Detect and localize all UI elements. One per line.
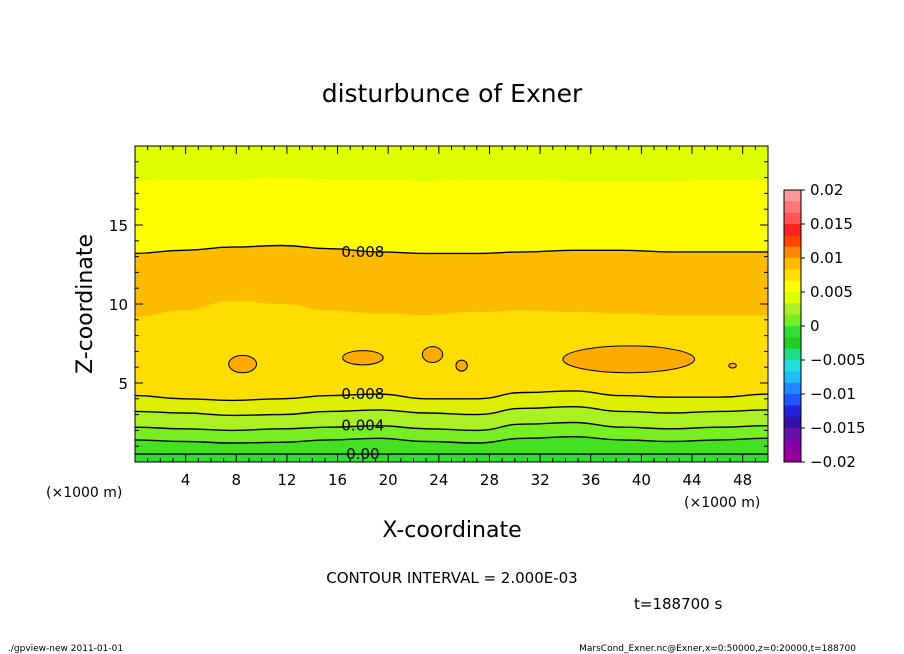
contour-blobs bbox=[228, 345, 737, 374]
x-axis-ticks: 4 8 12 16 20 24 28 32 36 40 44 48 bbox=[147, 146, 756, 489]
colorbar-label: −0.01 bbox=[810, 385, 856, 403]
colorbar-swatch bbox=[784, 416, 801, 429]
x-tick-label: 44 bbox=[682, 471, 701, 489]
colorbar-swatch bbox=[784, 314, 801, 327]
x-tick-label: 12 bbox=[277, 471, 296, 489]
colorbar-swatch bbox=[784, 394, 801, 406]
colorbar-swatch bbox=[784, 303, 801, 316]
color-fill-bands bbox=[135, 146, 768, 462]
contour-label: 0.004 bbox=[341, 417, 384, 435]
time-text: t=188700 s bbox=[634, 595, 722, 613]
colorbar-label: −0.02 bbox=[810, 453, 856, 471]
contour-blob bbox=[421, 346, 444, 363]
footer-right: MarsCond_Exner.nc@Exner,x=0:50000,z=0:20… bbox=[579, 644, 856, 654]
contour-line bbox=[134, 435, 769, 444]
colorbar-swatch bbox=[784, 235, 801, 248]
x-tick-label: 16 bbox=[328, 471, 347, 489]
contour-blob bbox=[562, 345, 696, 374]
x-tick-label: 48 bbox=[733, 471, 752, 489]
colorbar-swatch bbox=[784, 337, 801, 350]
contour-line bbox=[134, 421, 769, 432]
x-tick-label: 40 bbox=[632, 471, 651, 489]
colorbar-swatch bbox=[784, 224, 801, 236]
contour-label: 0.008 bbox=[341, 243, 384, 261]
colorbar-label: 0.015 bbox=[810, 215, 853, 233]
colorbar-swatch bbox=[784, 326, 801, 338]
colorbar-labels: 0.02 0.015 0.01 0.005 0 −0.005 −0.01 −0.015 −0.0… bbox=[801, 181, 866, 471]
colorbar-swatch bbox=[784, 348, 801, 361]
x-tick-label: 36 bbox=[581, 471, 600, 489]
colorbar-label: 0.02 bbox=[810, 181, 843, 199]
x-unit-right: (×1000 m) bbox=[684, 495, 760, 511]
footer-left: ./gpview-new 2011-01-01 bbox=[8, 644, 123, 654]
x-axis-label: X-coordinate bbox=[382, 518, 521, 543]
x-tick-label: 8 bbox=[232, 471, 242, 489]
colorbar-label: 0.01 bbox=[810, 249, 843, 267]
colorbar-swatch bbox=[784, 201, 801, 214]
y-axis-ticks: 5 10 15 bbox=[109, 161, 768, 447]
colorbar-swatch bbox=[784, 450, 801, 463]
y-tick-label: 10 bbox=[109, 296, 128, 314]
colorbar-swatch bbox=[784, 439, 801, 452]
colorbar-swatch bbox=[784, 371, 801, 384]
colorbar-label: −0.015 bbox=[810, 419, 866, 437]
contour-blob bbox=[455, 359, 468, 372]
chart-title: disturbunce of Exner bbox=[322, 79, 583, 108]
colorbar-label: 0.005 bbox=[810, 283, 853, 301]
contour-blob bbox=[228, 354, 258, 374]
colorbar-swatch bbox=[784, 292, 801, 304]
contour-lines bbox=[134, 244, 769, 455]
colorbar-swatch bbox=[784, 382, 801, 395]
contour-blob bbox=[342, 350, 384, 366]
contour-label: 0.008 bbox=[341, 385, 384, 403]
colorbar-swatch bbox=[784, 212, 801, 225]
contour-labels: 0.00 0.004 0.008 0.008 bbox=[341, 243, 384, 463]
colorbar-swatch bbox=[784, 269, 801, 282]
colorbar-swatch bbox=[784, 360, 801, 372]
x-tick-label: 20 bbox=[379, 471, 398, 489]
x-tick-label: 32 bbox=[531, 471, 550, 489]
colorbar-swatch bbox=[784, 428, 801, 440]
colorbar-swatch bbox=[784, 405, 801, 418]
contour-blob bbox=[728, 362, 737, 369]
colorbar-label: 0 bbox=[810, 317, 820, 335]
contour-line bbox=[134, 390, 769, 402]
y-tick-label: 15 bbox=[109, 217, 128, 235]
colorbar-swatch bbox=[784, 258, 801, 270]
colorbar-swatch bbox=[784, 190, 801, 202]
x-tick-label: 24 bbox=[429, 471, 448, 489]
colorbar-swatch bbox=[784, 280, 801, 293]
colorbar-label: −0.005 bbox=[810, 351, 866, 369]
y-axis-label: Z-coordinate bbox=[73, 234, 98, 374]
y-tick-label: 5 bbox=[118, 375, 128, 393]
contour-line bbox=[134, 405, 769, 417]
colorbar bbox=[783, 189, 802, 463]
x-tick-label: 28 bbox=[480, 471, 499, 489]
contour-line bbox=[134, 244, 768, 255]
colorbar-swatch bbox=[784, 246, 801, 259]
x-tick-label: 4 bbox=[181, 471, 191, 489]
contour-interval-text: CONTOUR INTERVAL = 2.000E-03 bbox=[326, 569, 577, 587]
contour-label: 0.00 bbox=[346, 445, 379, 463]
x-unit-left: (×1000 m) bbox=[46, 485, 122, 501]
